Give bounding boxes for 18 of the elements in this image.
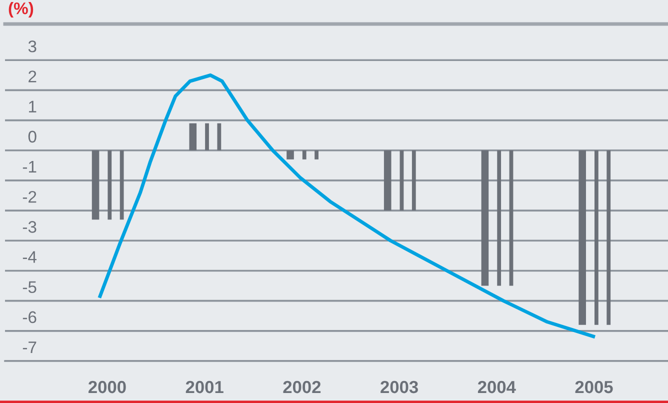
y-tick-label: -1 — [22, 161, 36, 173]
y-tick-label: 0 — [28, 130, 36, 143]
y-axis-title: (%) — [8, 2, 34, 18]
x-tick-label: 2001 — [186, 380, 224, 394]
y-tick-label: -3 — [22, 221, 36, 233]
x-tick-label: 2000 — [88, 380, 126, 394]
y-tick-label: -5 — [22, 281, 36, 294]
y-tick-label: -4 — [22, 251, 37, 263]
y-tick-label: 2 — [28, 70, 36, 82]
y-tick-label: -7 — [22, 342, 36, 354]
x-tick-label: 2002 — [283, 380, 321, 394]
x-tick-label: 2005 — [575, 380, 613, 394]
y-tick-label: 1 — [29, 100, 36, 112]
y-tick-label: -2 — [22, 190, 36, 203]
y-tick-label: -6 — [22, 311, 36, 324]
x-tick-label: 2003 — [380, 380, 418, 394]
y-tick-label: 3 — [28, 40, 36, 52]
x-tick-label: 2004 — [478, 380, 516, 394]
